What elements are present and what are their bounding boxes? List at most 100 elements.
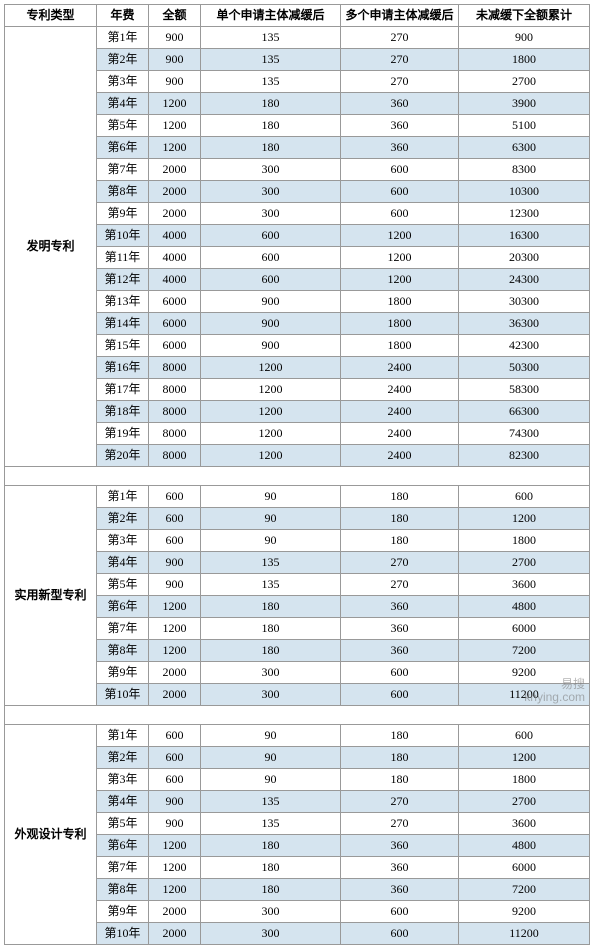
table-header-row: 专利类型年费全额单个申请主体减缓后多个申请主体减缓后未减缓下全额累计 xyxy=(5,5,590,27)
cell-multi: 270 xyxy=(341,574,459,596)
cell-cum: 1200 xyxy=(459,508,590,530)
cell-cum: 3600 xyxy=(459,813,590,835)
cell-cum: 11200 xyxy=(459,923,590,945)
cell-cum: 600 xyxy=(459,725,590,747)
cell-multi: 360 xyxy=(341,596,459,618)
cell-cum: 2700 xyxy=(459,552,590,574)
cell-cum: 10300 xyxy=(459,181,590,203)
cell-cum: 11200 xyxy=(459,684,590,706)
cell-full: 600 xyxy=(149,486,201,508)
cell-full: 900 xyxy=(149,71,201,93)
cell-year: 第10年 xyxy=(97,923,149,945)
cell-cum: 7200 xyxy=(459,640,590,662)
cell-cum: 4800 xyxy=(459,835,590,857)
cell-year: 第13年 xyxy=(97,291,149,313)
cell-single: 135 xyxy=(201,813,341,835)
cell-year: 第2年 xyxy=(97,49,149,71)
cell-multi: 270 xyxy=(341,27,459,49)
cell-single: 600 xyxy=(201,247,341,269)
cell-multi: 180 xyxy=(341,486,459,508)
cell-single: 1200 xyxy=(201,423,341,445)
col-header-cum: 未减缓下全额累计 xyxy=(459,5,590,27)
cell-year: 第2年 xyxy=(97,747,149,769)
cell-full: 1200 xyxy=(149,640,201,662)
cell-full: 6000 xyxy=(149,291,201,313)
cell-multi: 1200 xyxy=(341,269,459,291)
col-header-single: 单个申请主体减缓后 xyxy=(201,5,341,27)
cell-cum: 66300 xyxy=(459,401,590,423)
cell-year: 第15年 xyxy=(97,335,149,357)
cell-multi: 180 xyxy=(341,769,459,791)
cell-multi: 360 xyxy=(341,879,459,901)
cell-full: 600 xyxy=(149,530,201,552)
cell-multi: 360 xyxy=(341,857,459,879)
cell-single: 90 xyxy=(201,769,341,791)
cell-multi: 360 xyxy=(341,835,459,857)
cell-single: 135 xyxy=(201,27,341,49)
cell-full: 1200 xyxy=(149,115,201,137)
cell-full: 1200 xyxy=(149,93,201,115)
cell-year: 第10年 xyxy=(97,225,149,247)
patent-type-cell: 外观设计专利 xyxy=(5,725,97,945)
cell-multi: 600 xyxy=(341,203,459,225)
cell-full: 1200 xyxy=(149,137,201,159)
cell-cum: 9200 xyxy=(459,901,590,923)
cell-cum: 3600 xyxy=(459,574,590,596)
cell-year: 第1年 xyxy=(97,27,149,49)
cell-single: 600 xyxy=(201,269,341,291)
cell-full: 2000 xyxy=(149,684,201,706)
cell-cum: 74300 xyxy=(459,423,590,445)
cell-single: 180 xyxy=(201,115,341,137)
cell-single: 135 xyxy=(201,552,341,574)
cell-multi: 1200 xyxy=(341,247,459,269)
cell-year: 第5年 xyxy=(97,115,149,137)
cell-cum: 1200 xyxy=(459,747,590,769)
cell-full: 8000 xyxy=(149,423,201,445)
cell-year: 第9年 xyxy=(97,662,149,684)
cell-full: 6000 xyxy=(149,313,201,335)
cell-single: 600 xyxy=(201,225,341,247)
cell-multi: 360 xyxy=(341,93,459,115)
cell-multi: 270 xyxy=(341,791,459,813)
cell-full: 8000 xyxy=(149,357,201,379)
cell-cum: 600 xyxy=(459,486,590,508)
cell-full: 900 xyxy=(149,813,201,835)
cell-year: 第1年 xyxy=(97,486,149,508)
cell-year: 第1年 xyxy=(97,725,149,747)
cell-cum: 6300 xyxy=(459,137,590,159)
cell-year: 第9年 xyxy=(97,203,149,225)
cell-multi: 1800 xyxy=(341,313,459,335)
cell-single: 900 xyxy=(201,291,341,313)
cell-full: 8000 xyxy=(149,401,201,423)
cell-cum: 50300 xyxy=(459,357,590,379)
cell-single: 90 xyxy=(201,508,341,530)
cell-multi: 270 xyxy=(341,813,459,835)
cell-single: 300 xyxy=(201,203,341,225)
cell-cum: 900 xyxy=(459,27,590,49)
cell-year: 第6年 xyxy=(97,137,149,159)
cell-single: 180 xyxy=(201,137,341,159)
cell-cum: 1800 xyxy=(459,769,590,791)
cell-cum: 4800 xyxy=(459,596,590,618)
cell-single: 900 xyxy=(201,335,341,357)
cell-full: 1200 xyxy=(149,857,201,879)
cell-full: 6000 xyxy=(149,335,201,357)
cell-single: 180 xyxy=(201,618,341,640)
cell-full: 2000 xyxy=(149,203,201,225)
cell-year: 第7年 xyxy=(97,159,149,181)
cell-single: 300 xyxy=(201,901,341,923)
cell-full: 900 xyxy=(149,49,201,71)
cell-multi: 360 xyxy=(341,640,459,662)
cell-multi: 600 xyxy=(341,923,459,945)
cell-multi: 270 xyxy=(341,49,459,71)
cell-cum: 2700 xyxy=(459,791,590,813)
cell-single: 300 xyxy=(201,923,341,945)
col-header-full: 全额 xyxy=(149,5,201,27)
cell-single: 180 xyxy=(201,93,341,115)
cell-single: 180 xyxy=(201,857,341,879)
cell-cum: 3900 xyxy=(459,93,590,115)
cell-single: 1200 xyxy=(201,445,341,467)
cell-multi: 2400 xyxy=(341,445,459,467)
cell-multi: 360 xyxy=(341,115,459,137)
cell-single: 1200 xyxy=(201,379,341,401)
